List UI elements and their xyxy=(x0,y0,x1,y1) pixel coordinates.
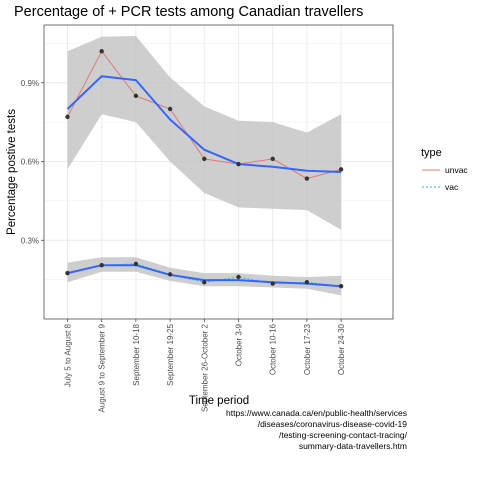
panel-border xyxy=(43,24,394,320)
x-tick-label: August 9 to September 9 xyxy=(98,323,107,412)
x-tick-label: September 10-18 xyxy=(132,323,141,385)
point-vac xyxy=(270,281,275,286)
caption-line-2: /diseases/coronavirus-disease-covid-19 xyxy=(258,419,408,429)
caption: https://www.canada.ca/en/public-health/s… xyxy=(226,408,408,451)
confidence-ribbons xyxy=(67,36,342,296)
point-vac xyxy=(304,280,310,285)
caption-line-4: summary-data-travellers.htm xyxy=(299,441,407,451)
y-axis-ticks: 0.3% 0.6% 0.9% xyxy=(21,79,44,245)
point-unvac xyxy=(167,106,173,112)
smooth-line-unvac xyxy=(66,75,342,173)
x-axis-ticks: July 5 to August 8 August 9 to September … xyxy=(64,319,346,413)
point-unvac xyxy=(65,114,70,120)
caption-line-1: https://www.canada.ca/en/public-health/s… xyxy=(226,408,407,418)
point-unvac xyxy=(202,156,207,162)
point-unvac xyxy=(236,161,241,167)
x-tick-label: October 3-9 xyxy=(235,323,244,366)
x-tick-label: October 10-16 xyxy=(269,323,278,375)
x-tick-label: July 5 to August 8 xyxy=(64,323,73,387)
ribbon-vac xyxy=(67,257,342,296)
x-tick-label: October 17-23 xyxy=(303,323,312,375)
legend: type unvac vac xyxy=(421,147,468,192)
data-points xyxy=(65,49,344,289)
x-tick-label: September 19-25 xyxy=(166,323,175,385)
legend-label-vac: vac xyxy=(445,182,459,192)
point-vac xyxy=(338,283,344,289)
y-axis-title: Percentage postive tests xyxy=(6,109,18,235)
legend-label-unvac: unvac xyxy=(445,165,468,175)
x-axis-title: Time period xyxy=(189,395,249,407)
point-unvac xyxy=(99,49,104,54)
point-unvac xyxy=(270,156,275,162)
x-tick-label: October 24-30 xyxy=(337,323,346,375)
legend-title: type xyxy=(421,147,442,159)
point-unvac xyxy=(338,167,344,172)
point-vac xyxy=(202,280,207,285)
caption-line-3: /testing-screening-contact-tracing/ xyxy=(279,430,408,440)
point-vac xyxy=(167,272,173,277)
y-tick-label: 0.6% xyxy=(21,158,39,167)
point-unvac xyxy=(133,93,139,99)
ribbon-unvac xyxy=(67,36,342,230)
y-tick-label: 0.3% xyxy=(21,236,39,245)
point-unvac xyxy=(304,176,310,181)
chart-title: Percentage of + PCR tests among Canadian… xyxy=(14,4,363,20)
point-vac xyxy=(236,274,241,280)
y-tick-label: 0.9% xyxy=(21,79,39,88)
point-vac xyxy=(65,270,70,276)
point-vac xyxy=(133,261,139,267)
x-tick-label: September 26-October 2 xyxy=(200,323,209,412)
point-vac xyxy=(99,262,104,268)
